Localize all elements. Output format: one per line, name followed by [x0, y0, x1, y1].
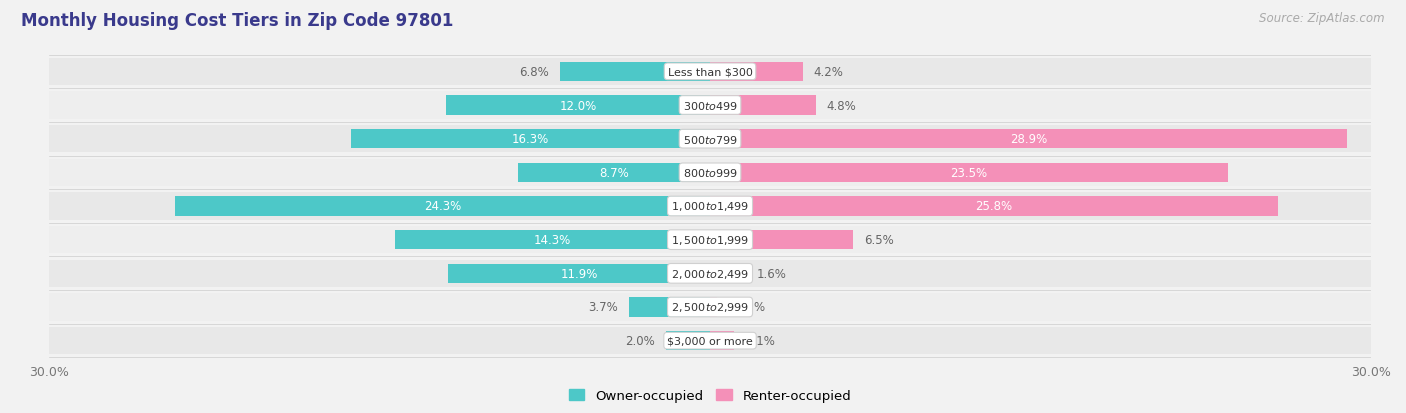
Bar [710, 130, 1347, 149]
Text: 3.7%: 3.7% [588, 301, 617, 314]
Bar [446, 96, 710, 116]
Text: 14.3%: 14.3% [534, 234, 571, 247]
Bar [395, 230, 710, 250]
Legend: Owner-occupied, Renter-occupied: Owner-occupied, Renter-occupied [564, 384, 856, 408]
Bar [449, 264, 710, 283]
Text: $1,500 to $1,999: $1,500 to $1,999 [671, 234, 749, 247]
Bar [49, 193, 1371, 220]
Text: 11.9%: 11.9% [560, 267, 598, 280]
Text: 8.7%: 8.7% [599, 166, 628, 179]
Text: 24.3%: 24.3% [423, 200, 461, 213]
Text: 25.8%: 25.8% [976, 200, 1012, 213]
Bar [710, 331, 734, 351]
Text: 1.6%: 1.6% [756, 267, 786, 280]
Bar [710, 62, 803, 82]
Bar [710, 230, 853, 250]
Text: 23.5%: 23.5% [950, 166, 987, 179]
Bar [49, 226, 1371, 254]
Text: $300 to $499: $300 to $499 [682, 100, 738, 112]
Text: $2,000 to $2,499: $2,000 to $2,499 [671, 267, 749, 280]
Text: 16.3%: 16.3% [512, 133, 550, 146]
Text: 4.2%: 4.2% [814, 66, 844, 78]
Bar [352, 130, 710, 149]
Bar [560, 62, 710, 82]
Bar [49, 260, 1371, 287]
Text: 4.8%: 4.8% [827, 99, 856, 112]
Text: 2.0%: 2.0% [626, 335, 655, 347]
Text: 1.1%: 1.1% [745, 335, 775, 347]
Text: $2,500 to $2,999: $2,500 to $2,999 [671, 301, 749, 314]
Bar [49, 126, 1371, 153]
Bar [710, 197, 1278, 216]
Text: $3,000 or more: $3,000 or more [668, 336, 752, 346]
Bar [710, 163, 1227, 183]
Text: $1,000 to $1,499: $1,000 to $1,499 [671, 200, 749, 213]
Bar [710, 264, 745, 283]
Bar [710, 96, 815, 116]
Bar [519, 163, 710, 183]
Text: Source: ZipAtlas.com: Source: ZipAtlas.com [1260, 12, 1385, 25]
Bar [49, 92, 1371, 119]
Text: 28.9%: 28.9% [1010, 133, 1047, 146]
Text: $500 to $799: $500 to $799 [682, 133, 738, 145]
Bar [49, 159, 1371, 187]
Bar [710, 297, 717, 317]
Bar [666, 331, 710, 351]
Bar [49, 294, 1371, 321]
Bar [174, 197, 710, 216]
Text: 12.0%: 12.0% [560, 99, 596, 112]
Text: 6.5%: 6.5% [865, 234, 894, 247]
Text: $800 to $999: $800 to $999 [682, 167, 738, 179]
Text: 6.8%: 6.8% [519, 66, 550, 78]
Bar [49, 327, 1371, 355]
Text: Less than $300: Less than $300 [668, 67, 752, 77]
Text: 0.32%: 0.32% [728, 301, 765, 314]
Text: Monthly Housing Cost Tiers in Zip Code 97801: Monthly Housing Cost Tiers in Zip Code 9… [21, 12, 454, 30]
Bar [628, 297, 710, 317]
Bar [49, 58, 1371, 86]
